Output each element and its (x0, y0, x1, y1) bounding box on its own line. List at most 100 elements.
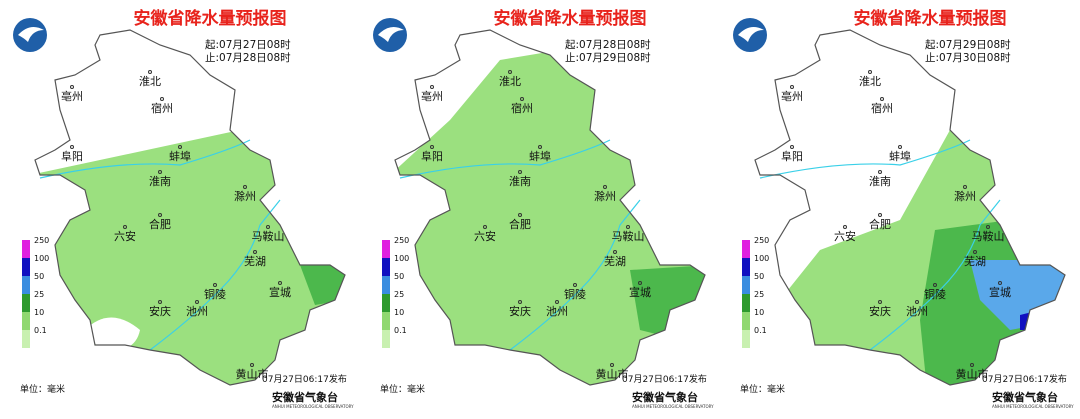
city-dot (70, 85, 74, 89)
city-label: 宣城 (629, 285, 651, 299)
start-time: 起:07月29日08时 (925, 39, 1011, 51)
city-label: 蚌埠 (889, 149, 911, 163)
city-label: 芜湖 (604, 254, 626, 268)
city-label: 亳州 (781, 89, 803, 103)
province-border (754, 29, 1066, 386)
city-label: 马鞍山 (612, 229, 645, 243)
legend-swatch (22, 294, 30, 312)
city-dot (915, 300, 919, 304)
legend-label: 100 (394, 254, 409, 263)
city-dot (213, 283, 217, 287)
legend-swatch (742, 312, 750, 330)
city-label: 黄山市 (596, 367, 629, 381)
city-label: 宿州 (871, 101, 893, 115)
org-name-en: ANHUI METEOROLOGICAL OBSERVATORY (632, 404, 714, 409)
city-label: 淮北 (859, 75, 881, 88)
city-label: 黄山市 (956, 367, 989, 381)
city-dot (603, 185, 607, 189)
city-dot (520, 97, 524, 101)
legend-swatch (382, 312, 390, 330)
city-dot (898, 145, 902, 149)
legend-swatch (382, 330, 390, 348)
legend-swatch (22, 276, 30, 294)
city-label: 池州 (186, 305, 208, 318)
city-label: 淮北 (139, 75, 161, 88)
city-dot (160, 97, 164, 101)
org-name: 安徽省气象台 (992, 390, 1058, 404)
end-time: 止:07月30日08时 (925, 52, 1011, 64)
city-label: 宿州 (511, 101, 533, 115)
legend-swatch (22, 258, 30, 276)
city-dot (253, 250, 257, 254)
city-dot (148, 70, 152, 74)
city-dot (430, 85, 434, 89)
city-label: 马鞍山 (972, 229, 1005, 243)
city-dot (878, 170, 882, 174)
city-label: 阜阳 (781, 150, 803, 163)
legend-label: 25 (754, 290, 764, 299)
city-dot (610, 363, 614, 367)
city-dot (790, 85, 794, 89)
city-label: 六安 (114, 229, 136, 243)
city-label: 芜湖 (244, 254, 266, 268)
legend-label: 0.1 (34, 326, 47, 335)
city-dot (158, 170, 162, 174)
city-dot (123, 225, 127, 229)
org-name: 安徽省气象台 (272, 390, 338, 404)
city-label: 淮南 (509, 175, 531, 188)
city-dot (243, 185, 247, 189)
publish-time: 07月27日06:17发布 (262, 373, 347, 385)
legend-label: 25 (34, 290, 44, 299)
city-dot (430, 145, 434, 149)
legend-label: 25 (394, 290, 404, 299)
river (759, 139, 1001, 351)
city-label: 亳州 (61, 89, 83, 103)
legend-label: 250 (34, 236, 49, 245)
city-dot (518, 213, 522, 217)
city-label: 淮南 (869, 175, 891, 188)
city-dot (518, 300, 522, 304)
legend-swatch (22, 330, 30, 348)
city-label: 铜陵 (564, 287, 586, 301)
legend-label: 250 (394, 236, 409, 245)
rain-area (395, 40, 705, 385)
logo-swirl (738, 26, 764, 42)
rain-area (630, 265, 705, 335)
unit: 单位：毫米 (380, 383, 425, 395)
city-dot (970, 363, 974, 367)
city-dot (508, 70, 512, 74)
city-label: 安庆 (149, 304, 171, 318)
legend-label: 10 (754, 308, 764, 317)
start-time: 起:07月27日08时 (205, 39, 291, 51)
city-dot (973, 250, 977, 254)
legend-label: 250 (754, 236, 769, 245)
city-dot (626, 225, 630, 229)
org-name-en: ANHUI METEOROLOGICAL OBSERVATORY (992, 404, 1074, 409)
legend-swatch (382, 240, 390, 258)
city-label: 滁州 (234, 189, 256, 203)
org-name: 安徽省气象台 (632, 390, 698, 404)
city-label: 亳州 (421, 89, 443, 103)
province-border (394, 29, 706, 386)
unit: 单位：毫米 (740, 383, 785, 395)
city-label: 铜陵 (924, 287, 946, 301)
city-label: 池州 (546, 305, 568, 318)
org-name-en: ANHUI METEOROLOGICAL OBSERVATORY (272, 404, 354, 409)
legend-label: 100 (754, 254, 769, 263)
city-label: 宣城 (269, 285, 291, 299)
city-dot (483, 225, 487, 229)
city-label: 马鞍山 (252, 229, 285, 243)
city-dot (878, 213, 882, 217)
city-label: 滁州 (954, 189, 976, 203)
city-label: 宣城 (989, 285, 1011, 299)
legend-swatch (742, 276, 750, 294)
city-label: 阜阳 (421, 150, 443, 163)
legend-swatch (382, 294, 390, 312)
end-time: 止:07月28日08时 (205, 52, 291, 64)
city-dot (266, 225, 270, 229)
city-label: 宿州 (151, 101, 173, 115)
legend-label: 0.1 (394, 326, 407, 335)
city-label: 安庆 (509, 304, 531, 318)
city-dot (70, 145, 74, 149)
city-dot (868, 70, 872, 74)
